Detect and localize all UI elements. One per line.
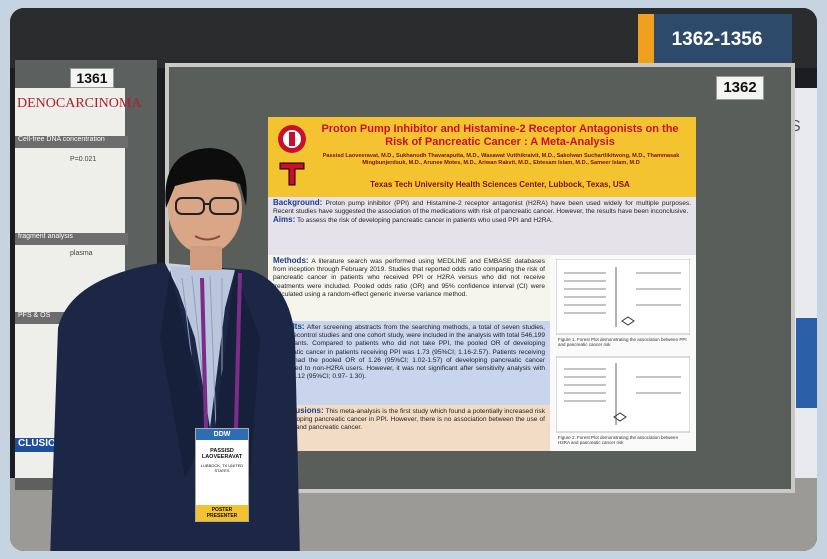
figure-caption: Figure 1. Forest Plot demonstrating the … — [558, 337, 687, 347]
poster-header: Proton Pump Inhibitor and Histamine-2 Re… — [268, 117, 696, 197]
person — [50, 148, 300, 551]
section: Results: After screening abstracts from … — [268, 321, 550, 405]
photo: S 1362-1356 1361 DENOCARCINOMA Cell-free… — [10, 8, 817, 551]
section-text: A literature search was performed using … — [273, 258, 546, 298]
board-number: 1362 — [716, 76, 764, 100]
section: Methods: A literature search was perform… — [268, 255, 550, 321]
badge-place: LUBBOCK, TX UNITED STATES — [200, 463, 244, 473]
poster: Proton Pump Inhibitor and Histamine-2 Re… — [268, 117, 696, 451]
left-poster-text: P=0.021 — [70, 156, 97, 163]
section-text: After screening abstracts from the searc… — [273, 324, 545, 381]
section-label: Background: — [273, 198, 323, 207]
section-label: Conclusions: — [273, 406, 324, 415]
section: Conclusions: This meta-analysis is the f… — [268, 405, 550, 451]
range-sign: 1362-1356 — [642, 14, 792, 66]
left-poster-heading: Cell-free DNA concentration — [15, 136, 128, 148]
section-text: To assess the risk of developing pancrea… — [296, 217, 553, 225]
figure-caption: Figure 2. Forest Plot demonstrating the … — [558, 435, 679, 445]
section-text: This meta-analysis is the first study wh… — [273, 408, 546, 432]
section-label: Aims: — [273, 215, 296, 225]
badge-event: DDW — [196, 429, 248, 440]
poster-title: Proton Pump Inhibitor and Histamine-2 Re… — [321, 123, 679, 148]
edge-text: S — [790, 118, 801, 135]
logo — [278, 125, 306, 186]
section: Background: Proton pump inhibitor (PPI) … — [268, 197, 696, 255]
badge: DDW PASSISD LAOVEERAVAT LUBBOCK, TX UNIT… — [195, 428, 249, 522]
booth-panel — [796, 318, 817, 408]
badge-name: PASSISD LAOVEERAVAT — [201, 448, 243, 460]
poster-authors: Passisd Laoveeravat, M.D., Sukhanudh Tha… — [322, 153, 680, 166]
board-number: 1361 — [70, 68, 114, 88]
poster-affiliation: Texas Tech University Health Sciences Ce… — [370, 180, 630, 189]
left-poster-title: DENOCARCINOMA — [17, 96, 142, 111]
sign-stripe — [638, 14, 654, 66]
section-text: Proton pump inhibitor (PPI) and Histamin… — [273, 200, 691, 216]
left-poster-heading: fragment analysis — [15, 233, 128, 245]
forest-plots — [556, 259, 690, 433]
badge-ribbon: POSTER PRESENTER — [196, 505, 248, 521]
left-poster-text: plasma — [70, 250, 93, 257]
section-label: Methods: — [273, 256, 309, 265]
